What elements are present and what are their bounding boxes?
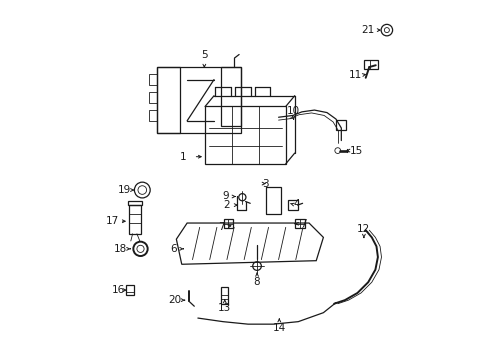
Text: 7: 7: [299, 219, 305, 229]
Bar: [363, 60, 378, 69]
Bar: [148, 92, 156, 103]
Text: 5: 5: [201, 50, 207, 60]
Text: 19: 19: [118, 185, 131, 195]
Text: 12: 12: [357, 224, 370, 234]
Text: 1: 1: [180, 152, 186, 162]
Text: 6: 6: [170, 244, 177, 254]
Text: 4: 4: [293, 199, 300, 210]
Bar: [287, 200, 297, 211]
Bar: [127, 201, 142, 205]
Text: 15: 15: [349, 145, 362, 156]
Text: 14: 14: [272, 323, 285, 333]
Text: 16: 16: [111, 285, 124, 295]
Bar: [148, 74, 156, 85]
Text: 8: 8: [253, 277, 260, 287]
Text: 10: 10: [286, 106, 300, 116]
Bar: [265, 187, 281, 214]
Text: 18: 18: [114, 244, 127, 254]
Bar: [129, 205, 140, 234]
Bar: [295, 219, 304, 228]
Bar: [126, 285, 134, 296]
Bar: [148, 110, 156, 121]
Bar: [335, 120, 346, 130]
Bar: [221, 67, 241, 126]
Bar: [204, 107, 285, 164]
Text: 3: 3: [262, 179, 268, 189]
Bar: [221, 287, 228, 304]
Text: 21: 21: [361, 25, 374, 35]
Bar: [156, 67, 241, 134]
Bar: [223, 219, 233, 228]
Bar: [156, 67, 180, 134]
Text: 17: 17: [106, 216, 119, 226]
Text: 11: 11: [347, 70, 361, 80]
Text: 13: 13: [218, 303, 231, 313]
Text: 20: 20: [168, 295, 181, 305]
Text: 9: 9: [222, 192, 229, 202]
Text: 7: 7: [218, 222, 224, 231]
Text: 2: 2: [223, 200, 229, 210]
